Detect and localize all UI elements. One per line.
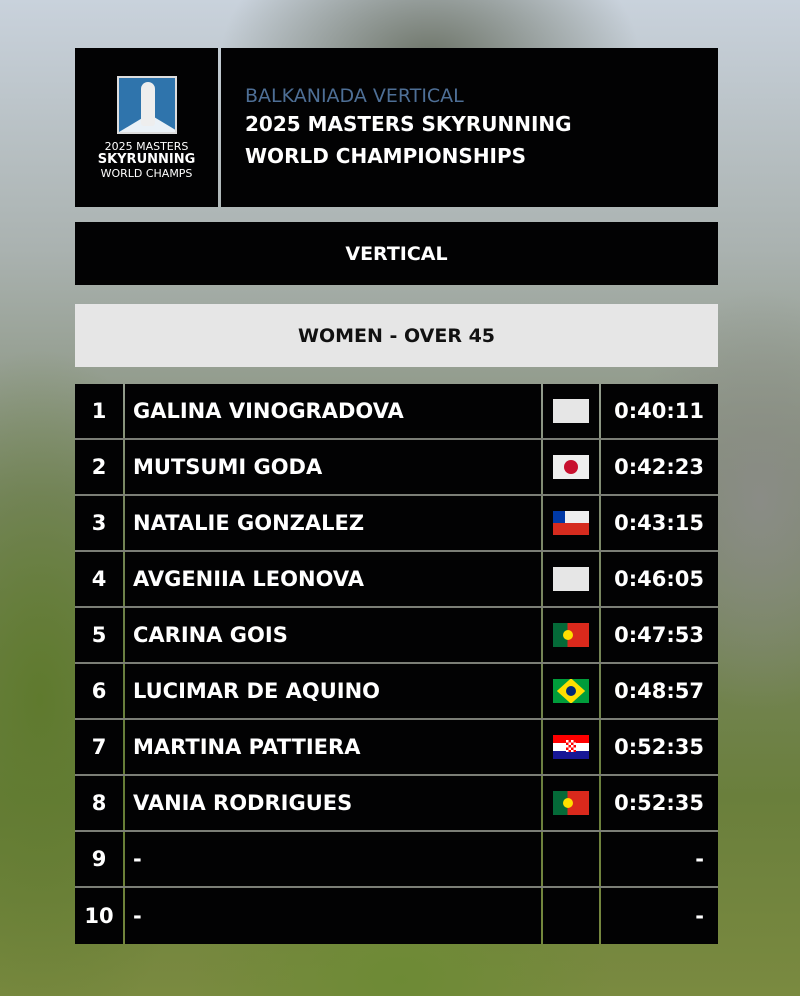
rank: 9: [75, 832, 123, 886]
flag-cell: [543, 776, 599, 830]
finish-time: 0:46:05: [601, 552, 718, 606]
table-row: 10 - -: [75, 888, 718, 944]
event-subtitle: BALKANIADA VERTICAL: [245, 85, 464, 107]
athlete-name: MARTINA PATTIERA: [125, 720, 541, 774]
table-row: 4 AVGENIIA LEONOVA 0:46:05: [75, 552, 718, 608]
rank: 6: [75, 664, 123, 718]
brazil-flag-icon: [553, 679, 589, 703]
logo-text: SKYRUNNING: [97, 151, 196, 167]
flag-cell: [543, 664, 599, 718]
logo-text: 2025 MASTERS: [104, 139, 189, 153]
event-logo: 2025 MASTERS SKYRUNNING WORLD CHAMPS: [75, 48, 218, 207]
croatia-flag-icon: [553, 735, 589, 759]
table-row: 6 LUCIMAR DE AQUINO 0:48:57: [75, 664, 718, 720]
flag-cell: [543, 832, 599, 886]
flag-cell: [543, 608, 599, 662]
athlete-name: LUCIMAR DE AQUINO: [125, 664, 541, 718]
flag-cell: [543, 888, 599, 944]
event-title-2: WORLD CHAMPIONSHIPS: [245, 144, 527, 168]
skyrunner-logo-icon: [116, 75, 177, 134]
race-name: VERTICAL: [75, 222, 718, 285]
flag-cell: [543, 440, 599, 494]
rank: 3: [75, 496, 123, 550]
portugal-flag-icon: [553, 791, 589, 815]
finish-time: -: [601, 888, 718, 944]
japan-flag-icon: [553, 455, 589, 479]
table-row: 7 MARTINA PATTIERA 0:52:35: [75, 720, 718, 776]
rank: 10: [75, 888, 123, 944]
finish-time: 0:52:35: [601, 720, 718, 774]
header: 2025 MASTERS SKYRUNNING WORLD CHAMPS BAL…: [75, 48, 718, 207]
rank: 4: [75, 552, 123, 606]
athlete-name: MUTSUMI GODA: [125, 440, 541, 494]
rank: 7: [75, 720, 123, 774]
athlete-name: GALINA VINOGRADOVA: [125, 384, 541, 438]
table-row: 5 CARINA GOIS 0:47:53: [75, 608, 718, 664]
results-table: 1 GALINA VINOGRADOVA 0:40:11 2 MUTSUMI GO…: [75, 384, 718, 944]
table-row: 3 NATALIE GONZALEZ 0:43:15: [75, 496, 718, 552]
athlete-name: -: [125, 888, 541, 944]
athlete-name: AVGENIIA LEONOVA: [125, 552, 541, 606]
chile-flag-icon: [553, 511, 589, 535]
table-row: 9 - -: [75, 832, 718, 888]
athlete-name: -: [125, 832, 541, 886]
table-row: 1 GALINA VINOGRADOVA 0:40:11: [75, 384, 718, 440]
flag-cell: [543, 496, 599, 550]
finish-time: 0:40:11: [601, 384, 718, 438]
athlete-name: NATALIE GONZALEZ: [125, 496, 541, 550]
flag-cell: [543, 384, 599, 438]
finish-time: 0:43:15: [601, 496, 718, 550]
flag-cell: [543, 552, 599, 606]
rank: 8: [75, 776, 123, 830]
title-box: BALKANIADA VERTICAL 2025 MASTERS SKYRUNN…: [221, 48, 718, 207]
event-title-1: 2025 MASTERS SKYRUNNING: [245, 112, 572, 136]
finish-time: 0:52:35: [601, 776, 718, 830]
portugal-flag-icon: [553, 623, 589, 647]
logo-text: WORLD CHAMPS: [100, 166, 193, 180]
finish-time: -: [601, 832, 718, 886]
rank: 5: [75, 608, 123, 662]
finish-time: 0:48:57: [601, 664, 718, 718]
rank: 1: [75, 384, 123, 438]
flag-cell: [543, 720, 599, 774]
table-row: 2 MUTSUMI GODA 0:42:23: [75, 440, 718, 496]
category-label: WOMEN - OVER 45: [75, 304, 718, 367]
rank: 2: [75, 440, 123, 494]
blank-flag-icon: [553, 567, 589, 591]
athlete-name: CARINA GOIS: [125, 608, 541, 662]
finish-time: 0:47:53: [601, 608, 718, 662]
athlete-name: VANIA RODRIGUES: [125, 776, 541, 830]
table-row: 8 VANIA RODRIGUES 0:52:35: [75, 776, 718, 832]
finish-time: 0:42:23: [601, 440, 718, 494]
blank-flag-icon: [553, 399, 589, 423]
